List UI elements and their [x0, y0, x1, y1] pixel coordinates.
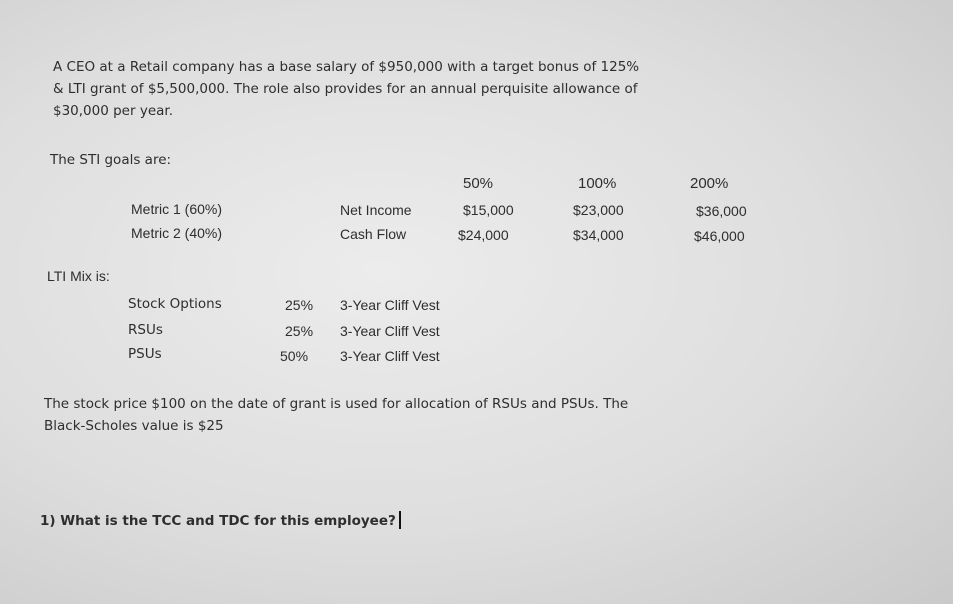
lti-vehicle: RSUs: [128, 322, 163, 338]
sti-metric: Metric 2 (40%): [131, 225, 223, 241]
sti-heading: The STI goals are:: [50, 152, 172, 168]
lti-pct: 25%: [285, 297, 314, 313]
lti-vest: 3-Year Cliff Vest: [340, 323, 440, 339]
sti-value: $46,000: [694, 228, 745, 244]
stock-note: The stock price $100 on the date of gran…: [44, 396, 629, 434]
sti-value: $24,000: [458, 227, 509, 243]
lti-heading: LTI Mix is:: [47, 268, 110, 284]
sti-metric: Metric 1 (60%): [131, 201, 223, 217]
question[interactable]: 1) What is the TCC and TDC for this empl…: [40, 511, 401, 529]
lti-vehicle: Stock Options: [128, 296, 222, 312]
intro-paragraph: A CEO at a Retail company has a base sal…: [53, 59, 640, 119]
lti-pct: 50%: [280, 348, 309, 364]
sti-measure: Cash Flow: [340, 226, 407, 242]
sti-col-100: 100%: [578, 175, 617, 192]
sti-value: $15,000: [463, 202, 514, 218]
lti-vest: 3-Year Cliff Vest: [340, 297, 440, 313]
lti-vest: 3-Year Cliff Vest: [340, 348, 440, 364]
sti-measure: Net Income: [340, 202, 412, 218]
lti-pct: 25%: [285, 323, 314, 339]
text-cursor: [398, 511, 401, 529]
sti-value: $36,000: [696, 203, 747, 219]
sti-value: $23,000: [573, 202, 624, 218]
question-text: 1) What is the TCC and TDC for this empl…: [40, 513, 396, 529]
sti-col-200: 200%: [690, 175, 729, 192]
sti-value: $34,000: [573, 227, 624, 243]
lti-vehicle: PSUs: [128, 346, 162, 362]
sti-col-50: 50%: [463, 175, 494, 192]
